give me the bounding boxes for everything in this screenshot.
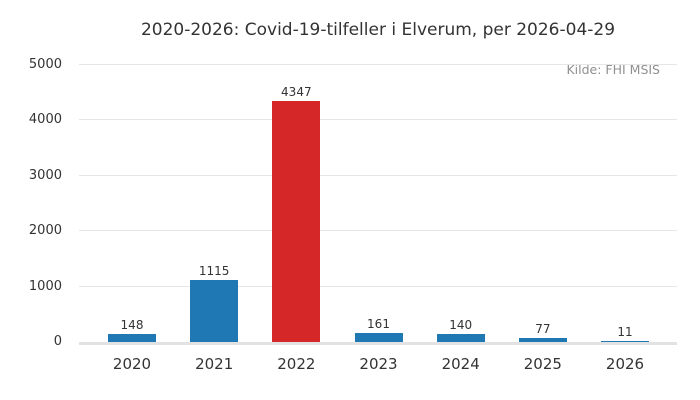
y-tick-label-0: 0	[53, 334, 62, 349]
y-tick-label-3000: 3000	[28, 167, 62, 183]
plot-area: 148 2020 1115 2021 4347 2022 161 2023 140 2024 77 2…	[79, 64, 677, 373]
gridline-5000	[79, 64, 677, 65]
x-tick-label-2023: 2023	[359, 355, 398, 373]
x-tick-label-2020: 2020	[112, 355, 152, 373]
bar-value-label-2025: 77	[535, 321, 551, 336]
bar-2025	[518, 337, 567, 342]
x-axis-line	[79, 342, 677, 345]
gridline-4000	[79, 119, 677, 121]
y-tick-label-5000: 5000	[28, 57, 62, 72]
chart-title: 2020-2026: Covid-19-tilfeller i Elverum,…	[140, 20, 616, 40]
bar-2023	[354, 333, 403, 342]
x-tick-label-2024: 2024	[441, 355, 480, 373]
bar-value-label-2024: 140	[449, 318, 473, 333]
bar-2021	[190, 280, 239, 342]
bar-value-label-2026: 11	[617, 325, 633, 340]
bar-2020	[108, 333, 156, 342]
x-tick-label-2021: 2021	[195, 355, 234, 373]
x-tick-label-2026: 2026	[605, 355, 645, 373]
bar-value-label-2021: 1115	[198, 264, 230, 279]
gridline-1000	[79, 285, 677, 287]
bar-value-label-2023: 161	[367, 317, 390, 332]
gridline-3000	[79, 174, 677, 176]
bar-value-label-2020: 148	[120, 317, 144, 332]
bar-value-label-2022: 4347	[281, 85, 312, 100]
source-annotation: Kilde: FHI MSIS	[566, 62, 660, 77]
y-tick-label-4000: 4000	[28, 112, 62, 128]
bar-2026	[601, 341, 650, 342]
bar-2022	[272, 101, 321, 342]
x-tick-label-2025: 2025	[523, 355, 562, 373]
x-tick-label-2022: 2022	[277, 355, 316, 373]
bar-2024	[436, 334, 485, 342]
gridline-2000	[79, 230, 677, 232]
y-tick-label-2000: 2000	[28, 223, 62, 239]
y-tick-label-1000: 1000	[28, 278, 62, 294]
